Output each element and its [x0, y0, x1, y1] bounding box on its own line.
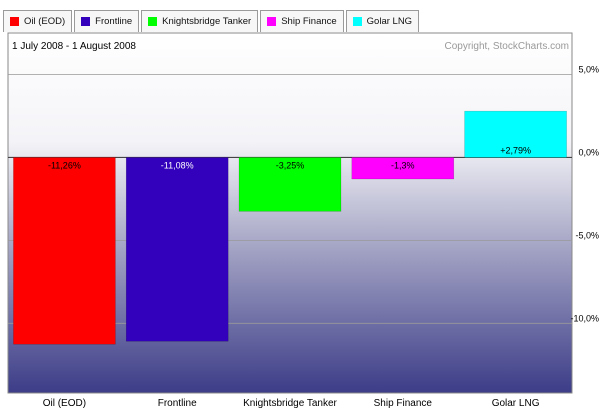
legend-tab-golar[interactable]: Golar LNG	[345, 10, 420, 32]
legend-label-knightsbridge: Knightsbridge Tanker	[162, 16, 252, 27]
legend-tab-frontline[interactable]: Frontline	[74, 10, 140, 32]
bar-value-labels: -11,26% -11,08% -3,25% -1,3% +2,79%	[48, 145, 531, 170]
y-tick-label: 0,0%	[578, 147, 599, 157]
bar-value-label: -11,08%	[161, 160, 194, 170]
copyright-label: Copyright, StockCharts.com	[445, 41, 570, 52]
legend-swatch-ship-finance	[267, 17, 277, 26]
x-tick-label: Oil (EOD)	[43, 398, 86, 409]
y-tick-label: 5,0%	[578, 64, 599, 74]
x-tick-label: Ship Finance	[374, 398, 433, 409]
legend-label-ship-finance: Ship Finance	[281, 16, 337, 27]
y-tick-label: -5,0%	[575, 230, 599, 240]
x-tick-label: Golar LNG	[492, 398, 540, 409]
legend-swatch-golar	[352, 17, 362, 26]
bar-value-label: -1,3%	[391, 160, 415, 170]
x-tick-label: Knightsbridge Tanker	[243, 398, 337, 409]
x-tick-label: Frontline	[158, 398, 197, 409]
legend-tab-knightsbridge[interactable]: Knightsbridge Tanker	[141, 10, 259, 32]
bar-value-label: -11,26%	[48, 160, 81, 170]
bar	[125, 157, 229, 342]
legend-swatch-oil	[10, 17, 19, 26]
legend-label-golar: Golar LNG	[366, 16, 413, 27]
bar	[351, 157, 455, 180]
bar	[464, 110, 567, 158]
y-tick-label: -10,0%	[570, 313, 599, 323]
bars	[13, 110, 567, 345]
legend-label-oil: Oil (EOD)	[24, 16, 66, 27]
legend-tab-ship-finance[interactable]: Ship Finance	[260, 10, 344, 32]
bar	[238, 157, 342, 212]
legend-tabs: Oil (EOD) Frontline Knightsbridge Tanker…	[3, 6, 420, 32]
bar-value-label: +2,79%	[500, 145, 531, 155]
bar-value-label: -3,25%	[276, 160, 305, 170]
legend-label-frontline: Frontline	[95, 16, 133, 27]
legend-swatch-knightsbridge	[148, 17, 158, 26]
date-range-label: 1 July 2008 - 1 August 2008	[12, 41, 136, 52]
y-axis-ticks: 5,0% 0,0% -5,0% -10,0%	[570, 64, 599, 323]
legend-tab-oil[interactable]: Oil (EOD)	[3, 10, 73, 32]
bar	[13, 157, 116, 345]
x-axis-labels: Oil (EOD) Frontline Knightsbridge Tanker Sh…	[43, 398, 540, 409]
legend-swatch-frontline	[81, 17, 91, 26]
